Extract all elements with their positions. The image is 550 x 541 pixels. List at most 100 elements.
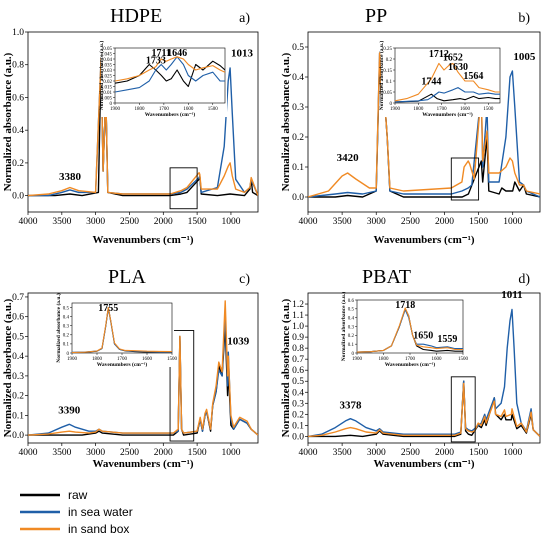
y-tick-label: 0.7 [292, 355, 304, 365]
inset-peak-annotation: 1755 [98, 303, 118, 314]
inset-y-tick-label: 0.1 [63, 343, 70, 348]
inset-y-tick-label: 0.3 [63, 325, 70, 330]
inset-peak-annotation: 1652 [443, 52, 463, 63]
zoom-box [169, 330, 195, 442]
y-tick-label: 0.2 [12, 159, 24, 169]
inset-y-tick-label: 0.01 [103, 91, 112, 96]
legend-label-sand-box: in sand box [68, 522, 129, 536]
series-line-in-sand-box [28, 300, 258, 436]
inset-y-tick-label: 0.05 [103, 47, 112, 52]
inset-y-tick-label: 0.25 [383, 47, 392, 52]
inset-x-tick-label: 1700 [437, 107, 448, 112]
inset-y-tick-label: 0.2 [348, 334, 355, 339]
peak-annotation: 1039 [227, 335, 250, 347]
legend-label-raw: raw [68, 488, 88, 502]
inset-x-tick-label: 1500 [458, 357, 469, 362]
x-tick-label: 2000 [154, 217, 173, 227]
y-tick-label: 0.0 [292, 193, 304, 203]
plot-frame [307, 31, 541, 213]
y-tick-label: 1.1 [292, 311, 304, 321]
x-tick-label: 2500 [120, 217, 139, 227]
inset-x-axis-label: Wavenumbers (cm⁻¹) [385, 361, 436, 368]
x-tick-label: 1000 [221, 217, 240, 227]
inset-x-tick-label: 1700 [117, 357, 128, 362]
y-tick-label: 0.3 [12, 372, 24, 382]
x-tick-label: 4000 [19, 217, 38, 227]
inset-x-tick-label: 1600 [183, 107, 194, 112]
inset-y-tick-label: 0.1 [348, 343, 355, 348]
inset-background [343, 298, 465, 367]
inset-y-tick-label: 0.3 [348, 325, 355, 330]
series-line-in-sand-box [28, 57, 258, 197]
plot-frame [307, 292, 541, 444]
legend-label-sea-water: in sea water [68, 505, 133, 519]
x-axis-label: Wavenumbers (cm⁻¹) [373, 458, 474, 470]
x-tick-label: 4000 [299, 448, 318, 458]
inset-x-tick-label: 1500 [208, 107, 219, 112]
series-group [308, 308, 540, 438]
inset-series-line-in-sand-box [115, 56, 225, 82]
y-tick-label: 0.5 [12, 332, 24, 342]
inset-x-tick-label: 1900 [352, 357, 363, 362]
panel-hdpe: HDPE a) 4000 3500 3000 2500 2000 1500 1000 0.0 0.2… [2, 5, 259, 246]
series-line-in-sand-box [308, 382, 540, 438]
inset: 1900 1800 1700 1600 1500 0 0.05 0.1 0.15 0.2 0.25 W… [378, 41, 502, 118]
y-axis-label: Normalized absorbance (a.u.) [2, 52, 14, 191]
series-line-in-sea-water [28, 57, 258, 197]
x-tick-label: 3500 [333, 217, 352, 227]
x-tick-label: 3500 [333, 448, 352, 458]
panel-title: PP [365, 5, 387, 27]
inset-peak-annotation: 1630 [448, 62, 468, 73]
y-tick-label: 0.0 [12, 431, 24, 441]
y-tick-label: 0.1 [292, 163, 304, 173]
panel-label: b) [518, 11, 530, 26]
inset-y-tick-label: 0.005 [101, 96, 113, 101]
y-tick-label: 0.4 [292, 73, 304, 83]
y-tick-label: 0.7 [12, 293, 24, 303]
panel-label: c) [239, 272, 250, 287]
y-tick-label: 1.2 [292, 300, 304, 310]
plot-frame [27, 292, 259, 444]
peak-annotation: 3380 [59, 171, 82, 183]
x-tick-label: 1500 [188, 448, 207, 458]
y-tick-label: 0.4 [292, 388, 304, 398]
inset-y-tick-label: 0 [390, 102, 393, 107]
inset-x-tick-label: 1600 [142, 357, 153, 362]
inset-x-tick-label: 1800 [92, 357, 103, 362]
inset-y-tick-label: 0.5 [63, 306, 70, 311]
y-tick-label: 0.1 [292, 421, 304, 431]
x-axis-label: Wavenumbers (cm⁻¹) [92, 234, 193, 246]
inset-x-axis-label: Wavenumbers (cm⁻¹) [97, 361, 148, 368]
panel-label: d) [518, 272, 530, 287]
inset: 1900 1800 1700 1600 1500 0 0.1 0.2 0.3 0.4 0.5 Wave… [55, 293, 178, 368]
peak-annotation: 1011 [501, 289, 522, 301]
inset-y-tick-label: 0.02 [103, 80, 112, 85]
inset-y-tick-label: 0.15 [383, 69, 392, 74]
inset-x-tick-label: 1900 [67, 357, 78, 362]
inset-series-line-in-sea-water [115, 56, 225, 93]
x-tick-label: 2500 [120, 448, 139, 458]
y-axis-label: Normalized absorbance (a.u.) [280, 298, 292, 437]
inset-y-tick-label: 0.2 [386, 58, 393, 63]
y-tick-label: 0.8 [292, 344, 304, 354]
y-tick-label: 1.0 [292, 322, 304, 332]
inset-y-tick-label: 0.05 [383, 91, 392, 96]
x-tick-label: 1500 [469, 448, 488, 458]
inset: 1900 1800 1700 1600 1500 0 0.1 0.2 0.3 0.4 0.5 0.6 W… [340, 292, 469, 368]
series-line-raw [28, 57, 258, 197]
x-tick-label: 3500 [52, 448, 71, 458]
inset-peak-annotation: 1559 [437, 334, 457, 345]
x-tick-label: 1000 [221, 448, 240, 458]
inset-background [58, 301, 174, 367]
inset-peak-annotation: 1733 [146, 56, 166, 67]
y-tick-label: 0.1 [12, 411, 24, 421]
x-axis-label: Wavenumbers (cm⁻¹) [373, 234, 474, 246]
inset-peak-annotation: 1564 [463, 71, 483, 82]
series-line-in-sand-box [308, 52, 540, 198]
inset-x-tick-label: 1500 [483, 107, 494, 112]
inset-y-tick-label: 0.5 [348, 308, 355, 313]
inset-x-tick-label: 1800 [379, 357, 390, 362]
inset-y-tick-label: 0.2 [63, 334, 70, 339]
inset-y-tick-label: 0.025 [101, 74, 113, 79]
